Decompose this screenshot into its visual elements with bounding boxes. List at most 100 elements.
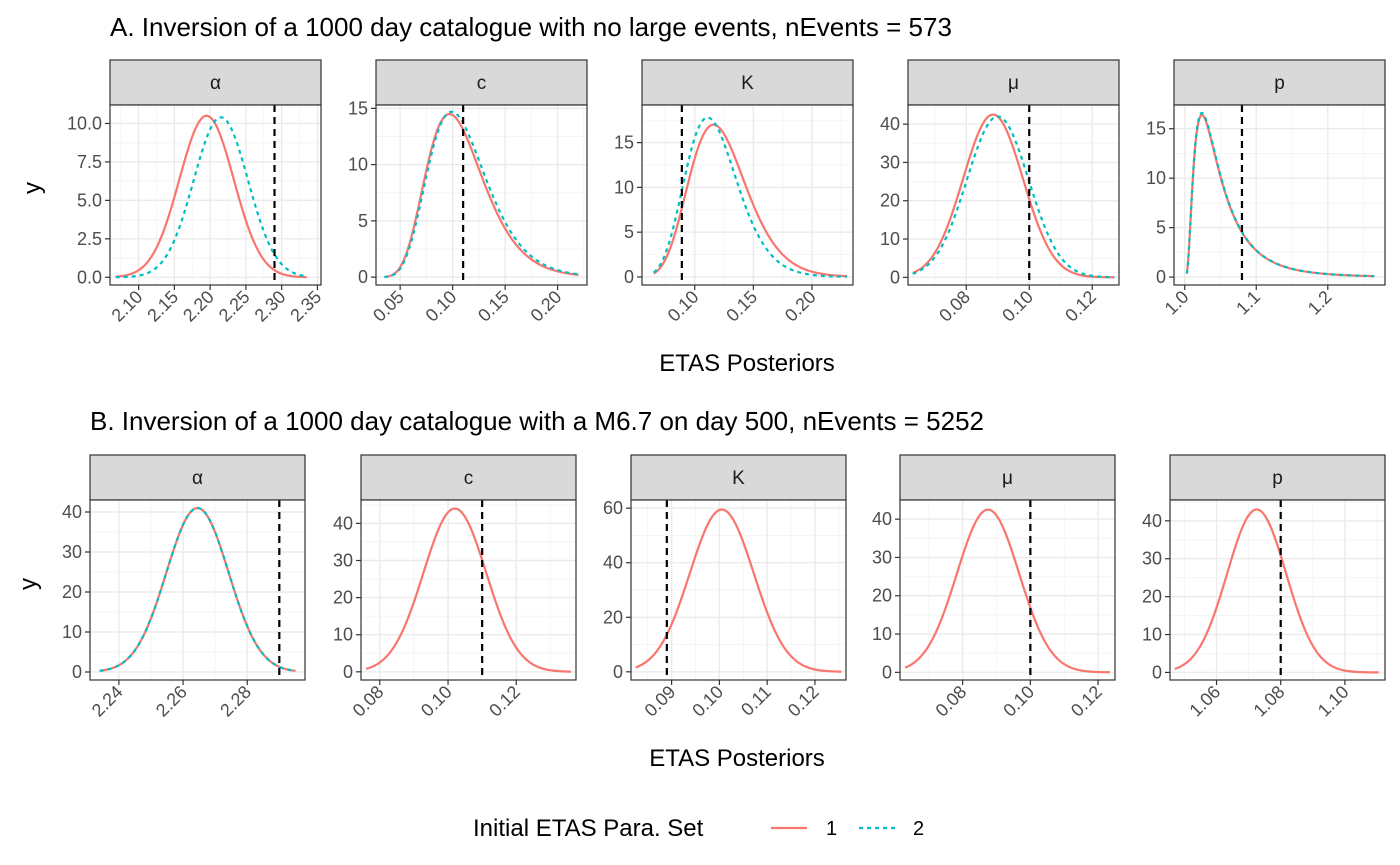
y-tick-label: 15 xyxy=(348,98,368,118)
x-tick-label: 0.10 xyxy=(422,287,461,326)
x-tick-label: 0.11 xyxy=(737,682,775,720)
facet-strip xyxy=(89,454,306,501)
panel-border xyxy=(907,104,1120,286)
x-tick-label: 2.26 xyxy=(152,682,191,721)
y-tick-label: 10 xyxy=(880,229,900,249)
panel-border xyxy=(899,499,1116,681)
y-tick-label: 2.5 xyxy=(77,229,102,249)
y-tick-label: 0 xyxy=(890,267,900,287)
legend: Initial ETAS Para. Set 1 2 xyxy=(473,815,924,842)
y-tick-label: 0 xyxy=(343,662,353,682)
x-tick-label: 2.28 xyxy=(216,682,255,721)
panel-a-x-axis-title: ETAS Posteriors xyxy=(659,350,835,377)
density-line-series-1 xyxy=(635,508,842,673)
y-tick-label: 10.0 xyxy=(67,113,102,133)
density-line-series-1 xyxy=(1174,508,1379,674)
x-tick-label: 0.15 xyxy=(474,287,513,326)
facet-strip-label: K xyxy=(732,468,745,489)
panel-border xyxy=(360,499,577,681)
y-tick-label: 40 xyxy=(872,509,892,529)
x-tick-label: 0.12 xyxy=(1061,287,1100,326)
x-tick-label: 0.10 xyxy=(664,287,703,326)
x-tick-label: 2.10 xyxy=(108,287,147,326)
density-line-series-1 xyxy=(365,507,571,673)
panel-b-x-axis-title: ETAS Posteriors xyxy=(649,745,825,772)
facet-strip xyxy=(1173,59,1386,106)
density-line-series-1 xyxy=(912,113,1115,279)
y-tick-label: 20 xyxy=(880,191,900,211)
x-tick-label: 0.10 xyxy=(417,682,456,721)
density-line-series-2 xyxy=(653,116,848,278)
x-tick-label: 0.20 xyxy=(527,287,566,326)
panel-border xyxy=(1173,104,1386,286)
y-tick-label: 10 xyxy=(614,177,634,197)
x-tick-label: 0.09 xyxy=(641,682,680,721)
y-tick-label: 10 xyxy=(348,155,368,175)
y-tick-label: 20 xyxy=(872,586,892,606)
panel-b-facets: y α 0 10 20 30 40 2.24 2.26 2.28 c 0 10 20 30 40 0.08 0.1… xyxy=(15,454,1386,721)
plot-background xyxy=(642,105,853,285)
y-tick-label: 60 xyxy=(603,498,623,518)
plot-background xyxy=(361,500,576,680)
panel-border xyxy=(89,499,306,681)
plot-background xyxy=(900,500,1115,680)
density-line-series-1 xyxy=(115,114,307,279)
y-tick-label: 30 xyxy=(333,550,353,570)
x-tick-label: 2.15 xyxy=(143,287,182,326)
facet-a-3: K 0 5 10 15 0.10 0.15 0.20 xyxy=(614,59,854,326)
plot-background xyxy=(1170,500,1385,680)
x-tick-label: 0.05 xyxy=(369,287,408,326)
y-tick-label: 5 xyxy=(1156,218,1166,238)
density-line-series-2 xyxy=(912,115,1115,279)
x-tick-label: 0.12 xyxy=(1067,682,1106,721)
y-tick-label: 15 xyxy=(1146,119,1166,139)
panel-b-y-axis-title: y xyxy=(15,578,42,590)
y-tick-label: 0 xyxy=(613,662,623,682)
x-tick-label: 1.06 xyxy=(1185,682,1224,721)
x-tick-label: 0.20 xyxy=(781,287,820,326)
x-tick-label: 0.08 xyxy=(349,682,388,721)
facet-strip-label: μ xyxy=(1002,468,1013,489)
y-tick-label: 30 xyxy=(880,152,900,172)
y-tick-label: 10 xyxy=(1146,168,1166,188)
legend-label-1: 1 xyxy=(826,818,837,840)
y-tick-label: 0 xyxy=(882,662,892,682)
facet-strip xyxy=(109,59,322,106)
panel-border xyxy=(641,104,854,286)
facet-strip-label: p xyxy=(1272,468,1283,489)
y-tick-label: 0 xyxy=(1152,662,1162,682)
facet-b-2: c 0 10 20 30 40 0.08 0.10 0.12 xyxy=(333,454,577,721)
facet-strip xyxy=(375,59,588,106)
density-line-series-1 xyxy=(904,508,1110,674)
panel-border xyxy=(1169,499,1386,681)
panel-a-y-axis-title: y xyxy=(19,182,46,194)
facet-a-2: c 0 5 10 15 0.05 0.10 0.15 0.20 xyxy=(348,59,588,326)
panel-border xyxy=(630,499,847,681)
density-line-series-1 xyxy=(653,123,848,278)
density-line-series-2 xyxy=(1185,111,1375,278)
x-tick-label: 2.25 xyxy=(215,287,254,326)
y-tick-label: 0 xyxy=(72,662,82,682)
panel-border xyxy=(109,104,322,286)
x-tick-label: 2.24 xyxy=(88,682,127,721)
y-tick-label: 30 xyxy=(62,542,82,562)
y-tick-label: 40 xyxy=(62,502,82,522)
panel-b-title: B. Inversion of a 1000 day catalogue wit… xyxy=(90,406,984,436)
plot-background xyxy=(90,500,305,680)
y-tick-label: 7.5 xyxy=(77,152,102,172)
facet-strip-label: α xyxy=(210,73,221,94)
y-tick-label: 0 xyxy=(624,267,634,287)
facet-a-5: p 0 5 10 15 1.0 1.1 1.2 xyxy=(1146,59,1386,319)
x-tick-label: 1.0 xyxy=(1161,287,1193,319)
facet-b-4: μ 0 10 20 30 40 0.08 0.10 0.12 xyxy=(872,454,1116,721)
y-tick-label: 40 xyxy=(603,553,623,573)
facet-b-5: p 0 10 20 30 40 1.06 1.08 1.10 xyxy=(1142,454,1386,721)
y-tick-label: 30 xyxy=(872,547,892,567)
density-line-series-1 xyxy=(384,112,579,279)
x-tick-label: 0.10 xyxy=(688,682,727,721)
panel-a-facets: y α 0.0 2.5 5.0 7.5 10.0 2.102.152.202.252.302.… xyxy=(19,59,1386,326)
y-tick-label: 40 xyxy=(1142,511,1162,531)
x-tick-label: 2.20 xyxy=(179,287,218,326)
y-tick-label: 30 xyxy=(1142,549,1162,569)
